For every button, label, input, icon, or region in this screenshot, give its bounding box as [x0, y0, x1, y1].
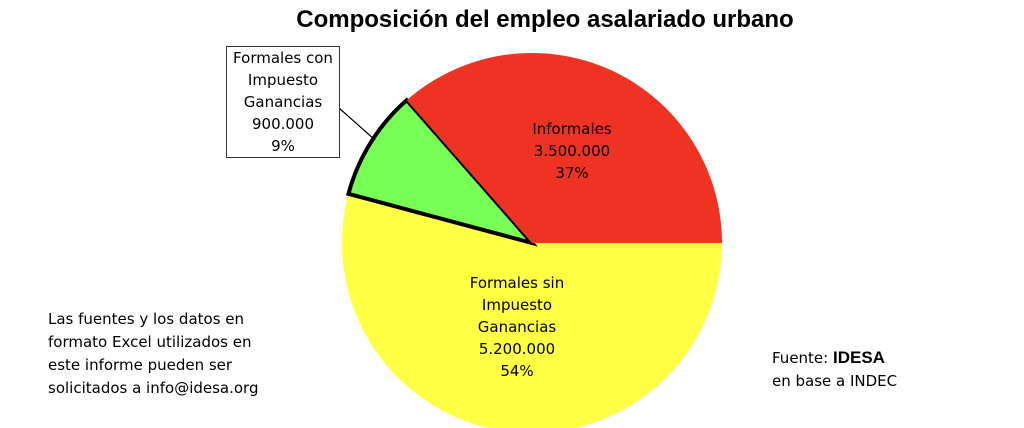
- slice-label: Informales 3.500.000 37%: [517, 118, 627, 184]
- source-prefix: Fuente:: [772, 349, 829, 367]
- slice-value: 900.000: [251, 115, 315, 133]
- pie-slice: [342, 193, 722, 428]
- pie-slice: [346, 97, 538, 247]
- slice-percent: 9%: [271, 137, 295, 155]
- slice-label: Formales sin Impuesto Ganancias 5.200.000…: [462, 272, 572, 382]
- leader-line: [338, 107, 376, 141]
- slice-category: Formales sin Impuesto Ganancias: [469, 274, 565, 336]
- slice-value: 3.500.000: [533, 142, 611, 160]
- note: Las fuentes y los datos en formato Excel…: [48, 310, 259, 397]
- slice-category: Informales: [532, 120, 612, 138]
- source-detail: en base a INDEC: [772, 372, 898, 390]
- chart-title: Composición del empleo asalariado urbano: [296, 6, 794, 33]
- pie-slice: [406, 52, 722, 243]
- slice-value: 5.200.000: [478, 340, 556, 358]
- source: Fuente: IDESA en base a INDEC: [772, 346, 897, 393]
- slice-percent: 54%: [500, 362, 534, 380]
- slice-percent: 37%: [555, 164, 589, 182]
- source-name: IDESA: [833, 348, 885, 367]
- slice-category: Formales con Impuesto Ganancias: [233, 49, 333, 111]
- slice-label: Formales con Impuesto Ganancias 900.000 9%: [226, 46, 340, 158]
